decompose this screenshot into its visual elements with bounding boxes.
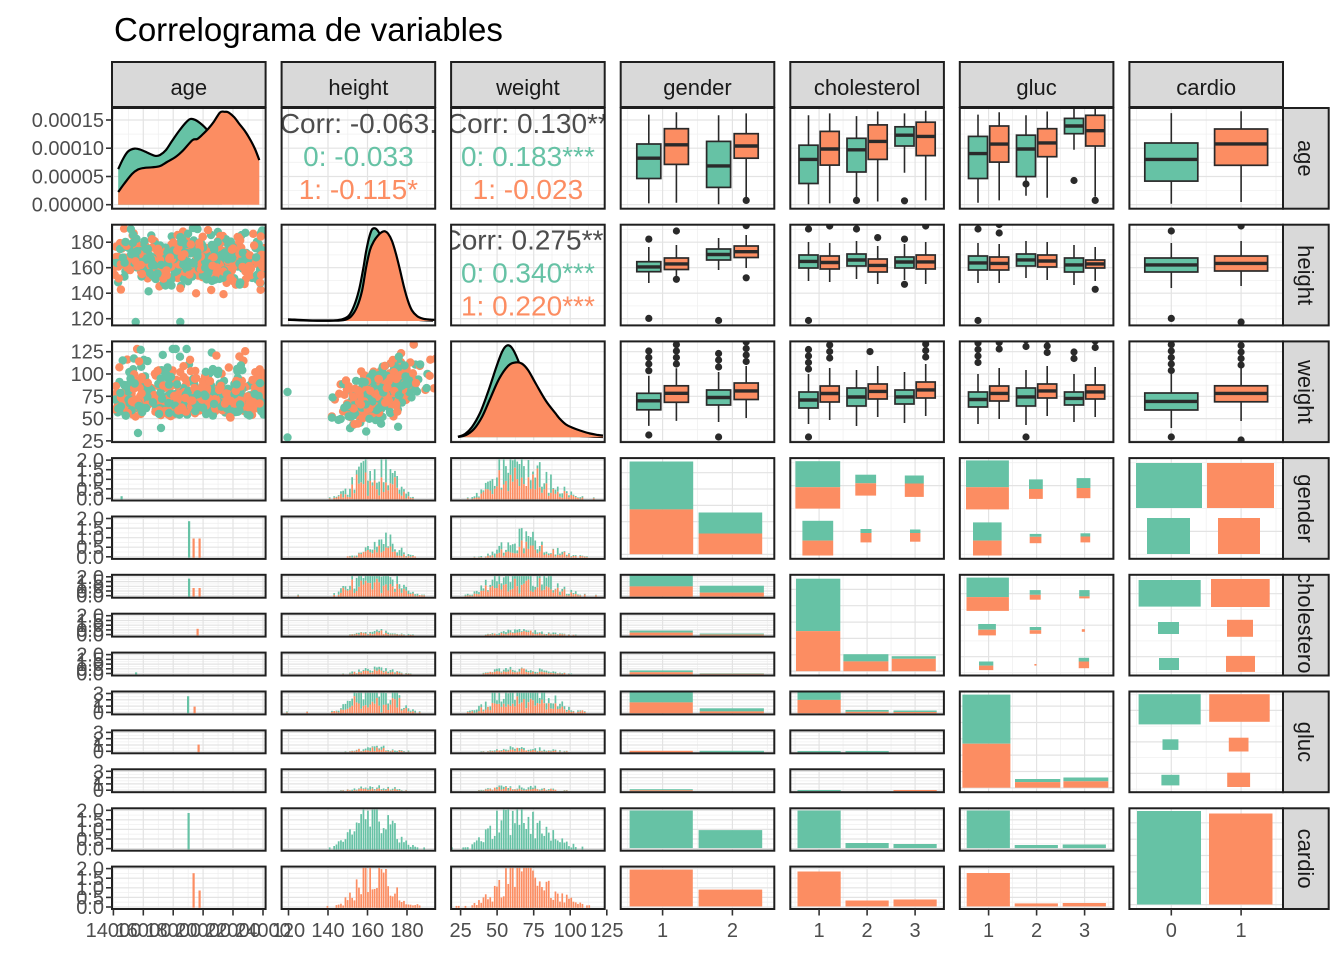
svg-text:1.5: 1.5 xyxy=(76,868,104,890)
svg-text:Corr: -0.063.: Corr: -0.063. xyxy=(280,108,437,139)
svg-text:2.0: 2.0 xyxy=(76,606,104,628)
svg-text:0: 0 xyxy=(93,780,104,802)
svg-text:weight: weight xyxy=(495,75,560,100)
svg-text:height: height xyxy=(1293,245,1318,305)
svg-text:cardio: cardio xyxy=(1176,75,1236,100)
svg-text:1.0: 1.0 xyxy=(76,819,104,841)
svg-text:2.0: 2.0 xyxy=(76,859,104,881)
svg-text:1.5: 1.5 xyxy=(76,572,104,594)
svg-text:0.0: 0.0 xyxy=(76,897,104,919)
svg-text:1.0: 1.0 xyxy=(76,654,104,676)
svg-text:0.0: 0.0 xyxy=(76,625,104,647)
svg-text:2: 2 xyxy=(93,768,104,790)
svg-text:0.5: 0.5 xyxy=(76,659,104,681)
svg-text:1: 1 xyxy=(93,696,104,718)
svg-text:cholesterol: cholesterol xyxy=(814,75,920,100)
svg-text:age: age xyxy=(1293,140,1318,177)
svg-text:gluc: gluc xyxy=(1016,75,1056,100)
svg-text:0.5: 0.5 xyxy=(76,479,104,501)
svg-text:2.0: 2.0 xyxy=(76,645,104,667)
svg-text:14000: 14000 xyxy=(86,920,142,942)
svg-text:2.0: 2.0 xyxy=(76,800,104,822)
svg-text:50: 50 xyxy=(82,409,104,431)
svg-text:140: 140 xyxy=(71,283,104,305)
svg-text:0.5: 0.5 xyxy=(76,829,104,851)
svg-text:0.0: 0.0 xyxy=(76,547,104,569)
svg-text:1.0: 1.0 xyxy=(76,469,104,491)
svg-text:2: 2 xyxy=(93,729,104,751)
svg-text:1.5: 1.5 xyxy=(76,518,104,540)
svg-text:0.5: 0.5 xyxy=(76,537,104,559)
svg-text:1: -0.023: 1: -0.023 xyxy=(473,174,584,205)
svg-text:18000: 18000 xyxy=(145,920,201,942)
svg-text:0.0: 0.0 xyxy=(76,586,104,608)
svg-text:height: height xyxy=(328,75,388,100)
svg-text:75: 75 xyxy=(82,386,104,408)
svg-text:160: 160 xyxy=(71,258,104,280)
svg-text:1.5: 1.5 xyxy=(76,611,104,633)
svg-text:0.0: 0.0 xyxy=(76,489,104,511)
svg-text:0.5: 0.5 xyxy=(76,620,104,642)
svg-text:0: 0.183***: 0: 0.183*** xyxy=(461,141,595,172)
svg-text:2.0: 2.0 xyxy=(76,567,104,589)
svg-text:0.00000: 0.00000 xyxy=(32,195,104,217)
svg-text:0: 0 xyxy=(93,702,104,724)
svg-text:1.0: 1.0 xyxy=(76,615,104,637)
svg-text:0: -0.033: 0: -0.033 xyxy=(303,141,414,172)
svg-text:Corr: 0.275***: Corr: 0.275*** xyxy=(442,225,615,256)
svg-text:1.5: 1.5 xyxy=(76,460,104,482)
svg-text:0.0: 0.0 xyxy=(76,839,104,861)
svg-text:3: 3 xyxy=(93,761,104,783)
svg-text:3: 3 xyxy=(93,684,104,706)
svg-text:1.0: 1.0 xyxy=(76,576,104,598)
svg-text:1.5: 1.5 xyxy=(76,649,104,671)
svg-text:Corr: 0.130**: Corr: 0.130** xyxy=(447,108,609,139)
svg-text:0.00015: 0.00015 xyxy=(32,110,104,132)
svg-text:1: 1 xyxy=(93,735,104,757)
svg-text:2.0: 2.0 xyxy=(76,509,104,531)
svg-text:2: 2 xyxy=(93,690,104,712)
svg-text:0: 0.340***: 0: 0.340*** xyxy=(461,258,595,289)
svg-text:1.0: 1.0 xyxy=(76,878,104,900)
svg-text:gender: gender xyxy=(663,75,732,100)
svg-text:0.00005: 0.00005 xyxy=(32,167,104,189)
svg-text:2.0: 2.0 xyxy=(76,450,104,472)
svg-text:0.5: 0.5 xyxy=(76,887,104,909)
svg-text:gluc: gluc xyxy=(1293,722,1318,762)
svg-text:25: 25 xyxy=(82,431,104,453)
svg-text:180: 180 xyxy=(71,232,104,254)
svg-text:1: 0.220***: 1: 0.220*** xyxy=(461,291,595,322)
svg-text:16000: 16000 xyxy=(115,920,171,942)
svg-text:cholesterol: cholesterol xyxy=(1293,572,1318,678)
svg-text:0.5: 0.5 xyxy=(76,581,104,603)
svg-text:gender: gender xyxy=(1293,474,1318,543)
svg-text:1: 1 xyxy=(93,774,104,796)
svg-text:0.0: 0.0 xyxy=(76,664,104,686)
svg-text:cardio: cardio xyxy=(1293,829,1318,889)
svg-text:1.0: 1.0 xyxy=(76,528,104,550)
svg-text:0: 0 xyxy=(93,741,104,763)
svg-text:1: -0.115*: 1: -0.115* xyxy=(299,174,418,205)
svg-text:120: 120 xyxy=(71,309,104,331)
svg-text:100: 100 xyxy=(71,364,104,386)
svg-text:1.5: 1.5 xyxy=(76,810,104,832)
svg-text:age: age xyxy=(170,75,207,100)
svg-text:Correlograma de variables: Correlograma de variables xyxy=(114,11,503,48)
svg-text:125: 125 xyxy=(71,342,104,364)
svg-text:0.00010: 0.00010 xyxy=(32,138,104,160)
svg-text:weight: weight xyxy=(1293,359,1318,424)
svg-text:3: 3 xyxy=(93,722,104,744)
